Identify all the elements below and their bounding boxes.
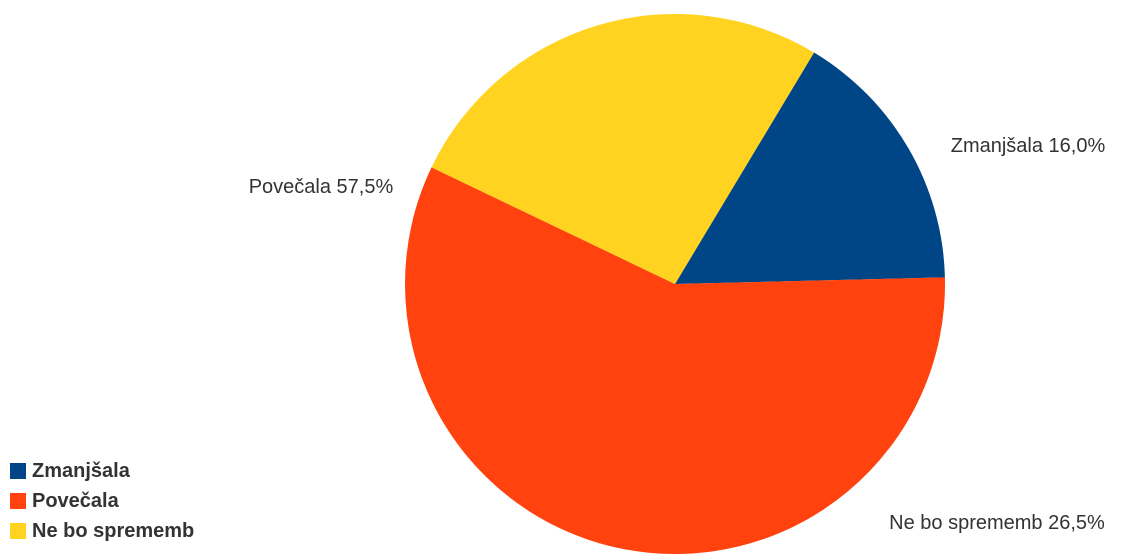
legend-item-ne-bo-sprememb: Ne bo sprememb — [10, 516, 194, 546]
slice-zmanjsala — [675, 52, 945, 285]
legend-item-povecala: Povečala — [10, 486, 194, 516]
slice-labels: Zmanjšala 16,0% Povečala 57,5% Ne bo sprem… — [249, 135, 1106, 534]
pie-slices — [405, 13, 946, 555]
legend-item-zmanjsala: Zmanjšala — [10, 456, 194, 486]
legend-label: Povečala — [32, 489, 119, 512]
legend: Zmanjšala Povečala Ne bo sprememb — [10, 456, 194, 546]
legend-swatch — [10, 463, 26, 479]
legend-swatch — [10, 493, 26, 509]
legend-label: Ne bo sprememb — [32, 519, 195, 542]
slice-ne-bo-sprememb — [431, 13, 815, 285]
slice-label-ne-bo-sprememb: Ne bo sprememb 26,5% — [889, 512, 1105, 534]
slice-label-zmanjsala: Zmanjšala 16,0% — [951, 135, 1106, 157]
legend-swatch — [10, 523, 26, 539]
slice-label-povecala: Povečala 57,5% — [249, 176, 394, 198]
legend-label: Zmanjšala — [32, 459, 130, 482]
slice-povecala — [405, 167, 946, 555]
